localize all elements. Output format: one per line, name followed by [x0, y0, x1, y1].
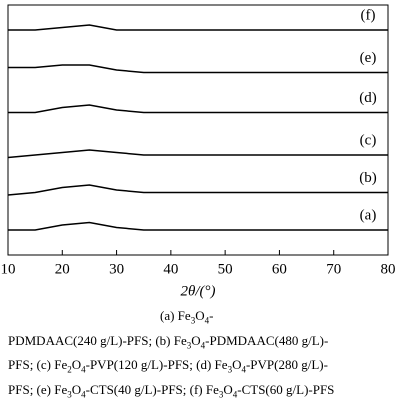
- x-tick-label: 70: [326, 261, 341, 277]
- caption-text: -: [209, 308, 214, 323]
- caption-text: O: [223, 381, 233, 397]
- caption-line: (a) Fe3O4-: [160, 308, 213, 326]
- caption-text: 3: [67, 389, 72, 400]
- caption-line: PDMDAAC(240 g/L)-PFS; (b) Fe3O4-PDMDAAC(…: [8, 333, 328, 351]
- caption-text: 4: [81, 389, 86, 400]
- caption-line: PFS; (e) Fe3O4-CTS(40 g/L)-PFS; (f) Fe3O…: [8, 382, 334, 400]
- trace-label: (d): [359, 90, 377, 106]
- trace-label: (a): [360, 207, 377, 223]
- xrd-trace: [8, 104, 388, 114]
- x-axis-label: 2θ/(°): [180, 283, 215, 299]
- caption-text: -CTS(40 g/L)-PFS; (f) Fe: [85, 381, 219, 397]
- caption-text: 3: [186, 340, 192, 351]
- xrd-trace: [8, 221, 388, 231]
- caption-text: PFS; (e) Fe: [8, 381, 68, 397]
- caption-text: PFS; (c) Fe: [8, 357, 68, 372]
- trace-label: (f): [361, 7, 376, 23]
- chart: 2θ/(°) 10 20 30 40 50 60 70 80 (a) (b) (c) (d) (e) (f…: [1, 4, 396, 299]
- caption-text: O: [195, 308, 205, 323]
- caption-text: O: [191, 332, 201, 348]
- caption-text: -CTS(60 g/L)-PFS: [237, 381, 335, 397]
- caption-text: 4: [81, 364, 86, 375]
- caption-text: 4: [200, 340, 206, 351]
- xrd-trace: [8, 64, 388, 74]
- xrd-trace: [7, 184, 388, 196]
- x-tick-label: 30: [109, 261, 124, 277]
- trace-label: (b): [359, 170, 377, 186]
- caption-text: O: [71, 357, 82, 372]
- trace-label: (c): [360, 132, 377, 148]
- xrd-trace: [7, 149, 388, 159]
- caption-text: (a) Fe: [160, 308, 191, 323]
- x-tick-label: 10: [1, 261, 16, 277]
- x-tick-label: 80: [381, 261, 396, 277]
- caption-text: -PVP(280 g/L)-: [245, 357, 328, 372]
- caption-text: 3: [227, 364, 233, 375]
- trace-label: (e): [360, 50, 377, 66]
- caption-text: O: [71, 381, 82, 397]
- x-tick-label: 40: [163, 261, 178, 277]
- caption-text: 4: [232, 389, 238, 400]
- caption-text: 4: [204, 315, 210, 326]
- caption-text: PDMDAAC(240 g/L)-PFS; (b) Fe: [8, 332, 187, 348]
- xrd-trace: [8, 24, 388, 31]
- plot-frame: [7, 4, 389, 256]
- caption-text: -PVP(120 g/L)-PFS; (d) Fe: [85, 357, 228, 372]
- caption-text: 4: [241, 364, 246, 375]
- caption-text: 3: [218, 389, 224, 400]
- caption-text: O: [232, 357, 242, 372]
- caption-line: PFS; (c) Fe2O4-PVP(120 g/L)-PFS; (d) Fe3…: [8, 357, 328, 375]
- x-tick-label: 60: [272, 261, 287, 277]
- x-tick-label: 50: [218, 261, 233, 277]
- caption-text: -PDMDAAC(480 g/L)-: [205, 332, 329, 348]
- x-tick-label: 20: [55, 261, 70, 277]
- caption-text: 3: [190, 315, 196, 326]
- caption-text: 2: [67, 364, 72, 375]
